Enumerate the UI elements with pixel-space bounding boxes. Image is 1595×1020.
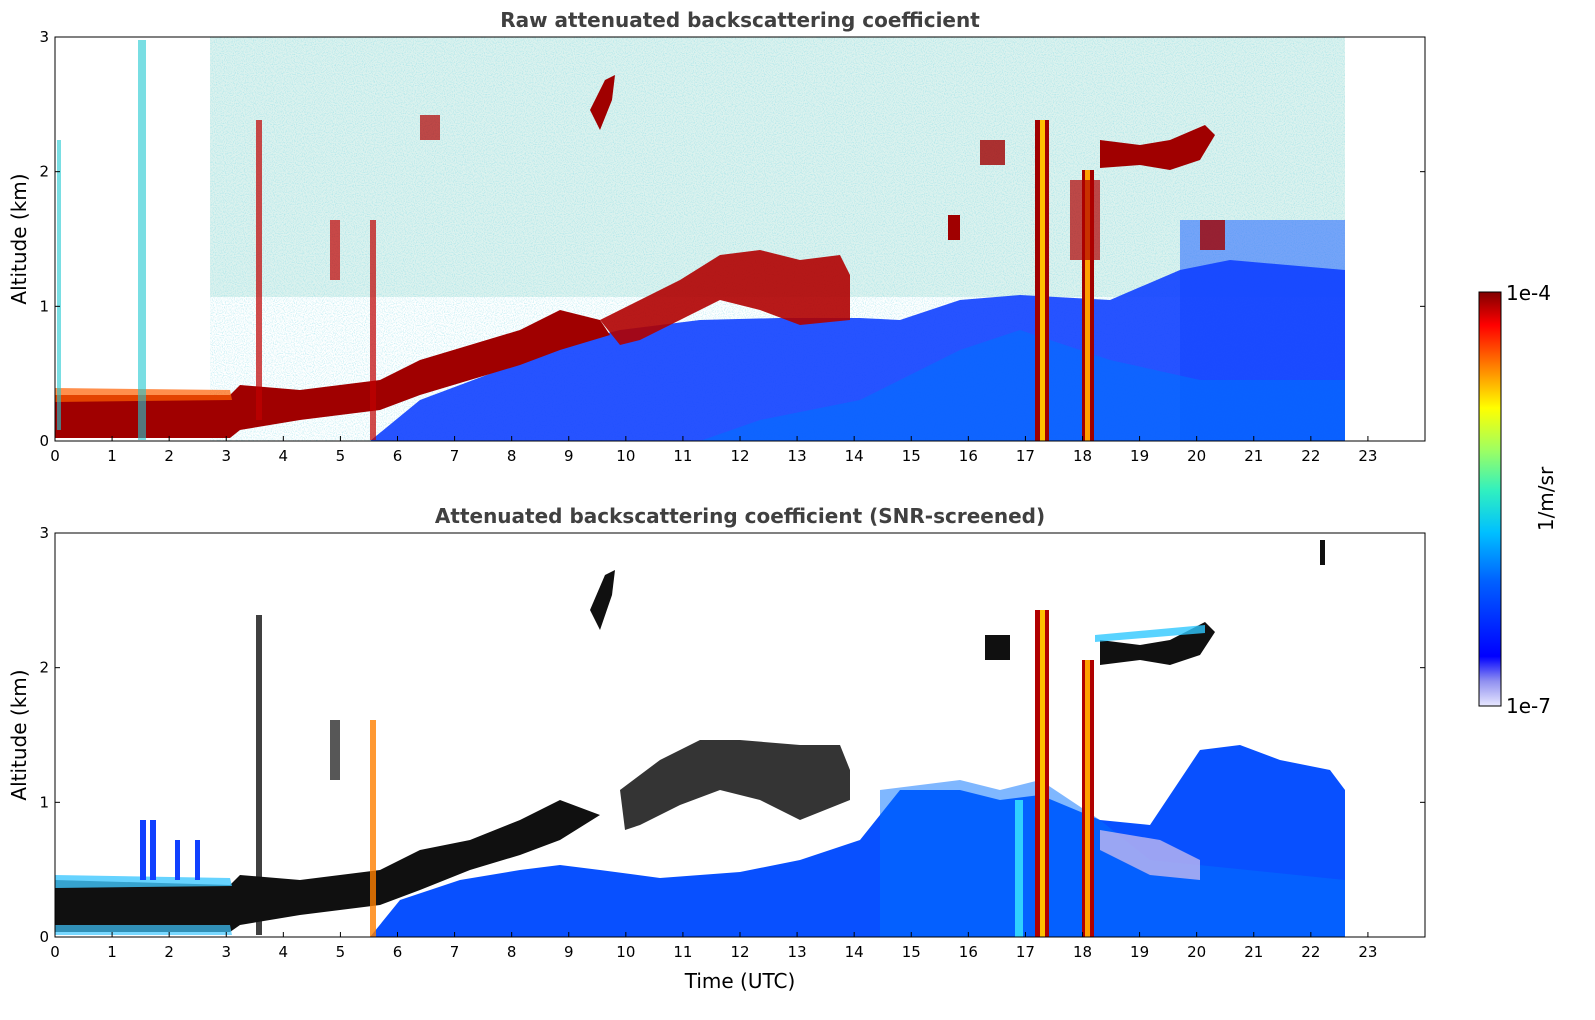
y-tick-label: 2 bbox=[39, 659, 49, 677]
x-tick-label: 1 bbox=[107, 943, 117, 961]
x-tick-label: 22 bbox=[1301, 447, 1320, 465]
x-tick-label: 14 bbox=[845, 447, 864, 465]
panel-raw: Raw attenuated backscattering coefficien… bbox=[7, 8, 1426, 465]
panel-raw-title: Raw attenuated backscattering coefficien… bbox=[500, 8, 980, 32]
panel-screened-heatmap bbox=[55, 533, 1425, 937]
x-tick-label: 14 bbox=[845, 943, 864, 961]
x-tick-label: 4 bbox=[279, 943, 289, 961]
x-tick-label: 12 bbox=[730, 943, 749, 961]
x-tick-label: 11 bbox=[673, 447, 692, 465]
panel-raw-axes: 0 1 2 3 4 5 6 7 8 9 10 11 12 13 14 15 16 17 18 19 20 21 22 2301… bbox=[39, 28, 1425, 465]
x-tick-label: 0 bbox=[50, 447, 60, 465]
x-tick-label: 2 bbox=[164, 943, 174, 961]
x-tick-label: 23 bbox=[1358, 943, 1377, 961]
panel-screened-ylabel: Altitude (km) bbox=[7, 669, 31, 800]
y-tick-label: 0 bbox=[39, 432, 49, 450]
x-tick-label: 19 bbox=[1130, 943, 1149, 961]
x-tick-label: 20 bbox=[1187, 943, 1206, 961]
x-tick-label: 4 bbox=[279, 447, 289, 465]
x-tick-label: 17 bbox=[1016, 447, 1035, 465]
x-tick-label: 16 bbox=[959, 943, 978, 961]
y-tick-label: 0 bbox=[39, 928, 49, 946]
x-tick-label: 21 bbox=[1244, 943, 1263, 961]
x-tick-label: 15 bbox=[902, 447, 921, 465]
x-tick-label: 9 bbox=[564, 447, 574, 465]
colorbar-min-label: 1e-7 bbox=[1506, 694, 1551, 718]
colorbar-unit-label: 1/m/sr bbox=[1534, 466, 1558, 531]
panel-screened: Attenuated backscattering coefficient (S… bbox=[7, 504, 1426, 993]
x-tick-label: 0 bbox=[50, 943, 60, 961]
colorbar-gradient bbox=[1478, 291, 1502, 707]
x-tick-label: 21 bbox=[1244, 447, 1263, 465]
x-tick-label: 7 bbox=[450, 447, 460, 465]
panel-screened-axes: 0 1 2 3 4 5 6 7 8 9 10 11 12 13 14 15 16 17 18 19 20 21 22 2301… bbox=[39, 524, 1425, 961]
x-tick-label: 16 bbox=[959, 447, 978, 465]
x-tick-label: 18 bbox=[1073, 943, 1092, 961]
colorbar-max-label: 1e-4 bbox=[1506, 281, 1551, 305]
x-tick-label: 6 bbox=[393, 943, 403, 961]
x-tick-label: 23 bbox=[1358, 447, 1377, 465]
y-tick-label: 1 bbox=[39, 793, 49, 811]
x-tick-label: 17 bbox=[1016, 943, 1035, 961]
y-tick-label: 3 bbox=[39, 524, 49, 542]
x-tick-label: 3 bbox=[221, 447, 231, 465]
x-tick-label: 19 bbox=[1130, 447, 1149, 465]
x-tick-label: 15 bbox=[902, 943, 921, 961]
panel-screened-xlabel: Time (UTC) bbox=[684, 969, 796, 993]
x-tick-label: 3 bbox=[221, 943, 231, 961]
y-tick-label: 3 bbox=[39, 28, 49, 46]
x-tick-label: 13 bbox=[788, 447, 807, 465]
x-tick-label: 8 bbox=[507, 943, 517, 961]
x-tick-label: 12 bbox=[730, 447, 749, 465]
panel-raw-heatmap bbox=[55, 37, 1425, 441]
x-tick-label: 11 bbox=[673, 943, 692, 961]
x-tick-label: 10 bbox=[616, 447, 635, 465]
x-tick-label: 2 bbox=[164, 447, 174, 465]
x-tick-label: 18 bbox=[1073, 447, 1092, 465]
x-tick-label: 5 bbox=[336, 447, 346, 465]
y-tick-label: 2 bbox=[39, 163, 49, 181]
x-tick-label: 10 bbox=[616, 943, 635, 961]
x-tick-label: 1 bbox=[107, 447, 117, 465]
colorbar: 1e-4 1e-7 1/m/sr bbox=[1478, 281, 1558, 718]
x-tick-label: 22 bbox=[1301, 943, 1320, 961]
x-tick-label: 9 bbox=[564, 943, 574, 961]
x-tick-label: 13 bbox=[788, 943, 807, 961]
panel-raw-ylabel: Altitude (km) bbox=[7, 173, 31, 304]
x-tick-label: 5 bbox=[336, 943, 346, 961]
x-tick-label: 20 bbox=[1187, 447, 1206, 465]
x-tick-label: 6 bbox=[393, 447, 403, 465]
x-tick-label: 8 bbox=[507, 447, 517, 465]
panel-screened-title: Attenuated backscattering coefficient (S… bbox=[435, 504, 1045, 528]
y-tick-label: 1 bbox=[39, 297, 49, 315]
x-tick-label: 7 bbox=[450, 943, 460, 961]
